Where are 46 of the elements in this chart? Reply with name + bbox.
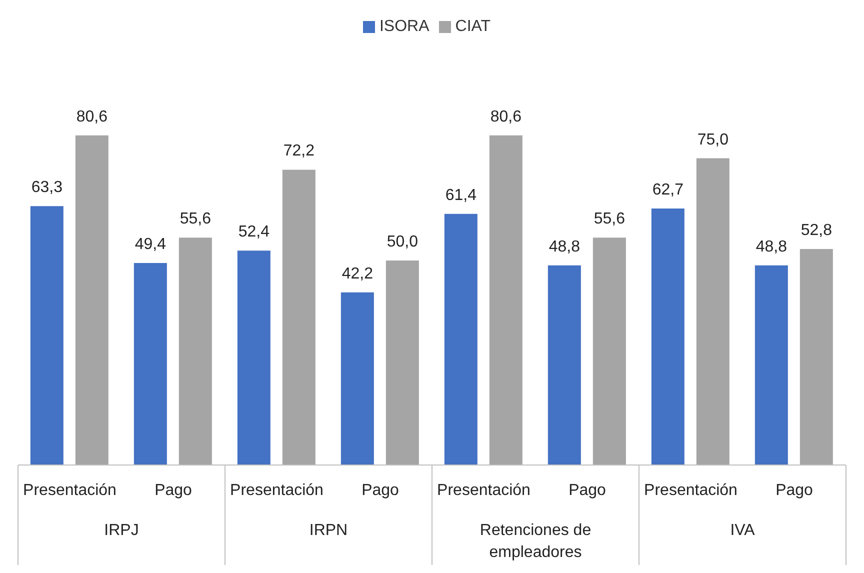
data-label: 55,6	[180, 210, 212, 228]
data-label: 52,4	[238, 224, 270, 241]
bar	[75, 135, 108, 465]
x-tick-label: Presentación	[23, 482, 116, 499]
x-tick-label: Pago	[776, 482, 814, 499]
text: IRPN	[309, 522, 348, 539]
bar	[237, 250, 270, 465]
data-label: 75,0	[697, 131, 729, 148]
text: IRPJ	[104, 522, 139, 539]
legend-label: ISORA	[379, 18, 430, 35]
data-label: 80,6	[76, 108, 108, 126]
bar	[548, 265, 581, 465]
bar	[386, 260, 419, 465]
data-label: 55,6	[594, 210, 626, 228]
data-label: 63,3	[31, 179, 63, 196]
x-tick-label: Presentación	[644, 482, 738, 499]
bar	[30, 206, 64, 465]
data-label: 49,4	[134, 236, 166, 253]
data-label: 72,2	[283, 142, 315, 160]
x-tick-label: Pago	[568, 482, 606, 499]
text: Retenciones de empleadores	[480, 522, 592, 561]
bar	[800, 249, 833, 465]
bar	[340, 292, 374, 465]
data-label: 48,8	[756, 238, 788, 256]
text: IVA	[730, 522, 756, 539]
data-label: 48,8	[548, 238, 580, 256]
bar	[282, 170, 316, 465]
x-tick-label: Presentación	[230, 482, 324, 499]
data-label: 42,2	[342, 265, 374, 282]
x-tick-label: Presentación	[437, 482, 530, 499]
bar	[696, 158, 730, 465]
x-tick-label: Pago	[154, 482, 192, 499]
bar	[134, 262, 167, 465]
data-label: 62,7	[652, 182, 684, 199]
data-label: 80,6	[490, 108, 522, 126]
bar	[754, 265, 788, 465]
bar	[178, 238, 212, 465]
x-tick-label: Pago	[362, 482, 400, 499]
bar	[444, 214, 478, 465]
legend-label: CIAT	[455, 18, 491, 35]
bar	[489, 135, 522, 465]
data-label: 52,8	[800, 222, 832, 240]
bar	[592, 238, 626, 465]
data-label: 50,0	[386, 234, 418, 250]
bar	[651, 208, 684, 465]
data-label: 61,4	[445, 186, 477, 204]
